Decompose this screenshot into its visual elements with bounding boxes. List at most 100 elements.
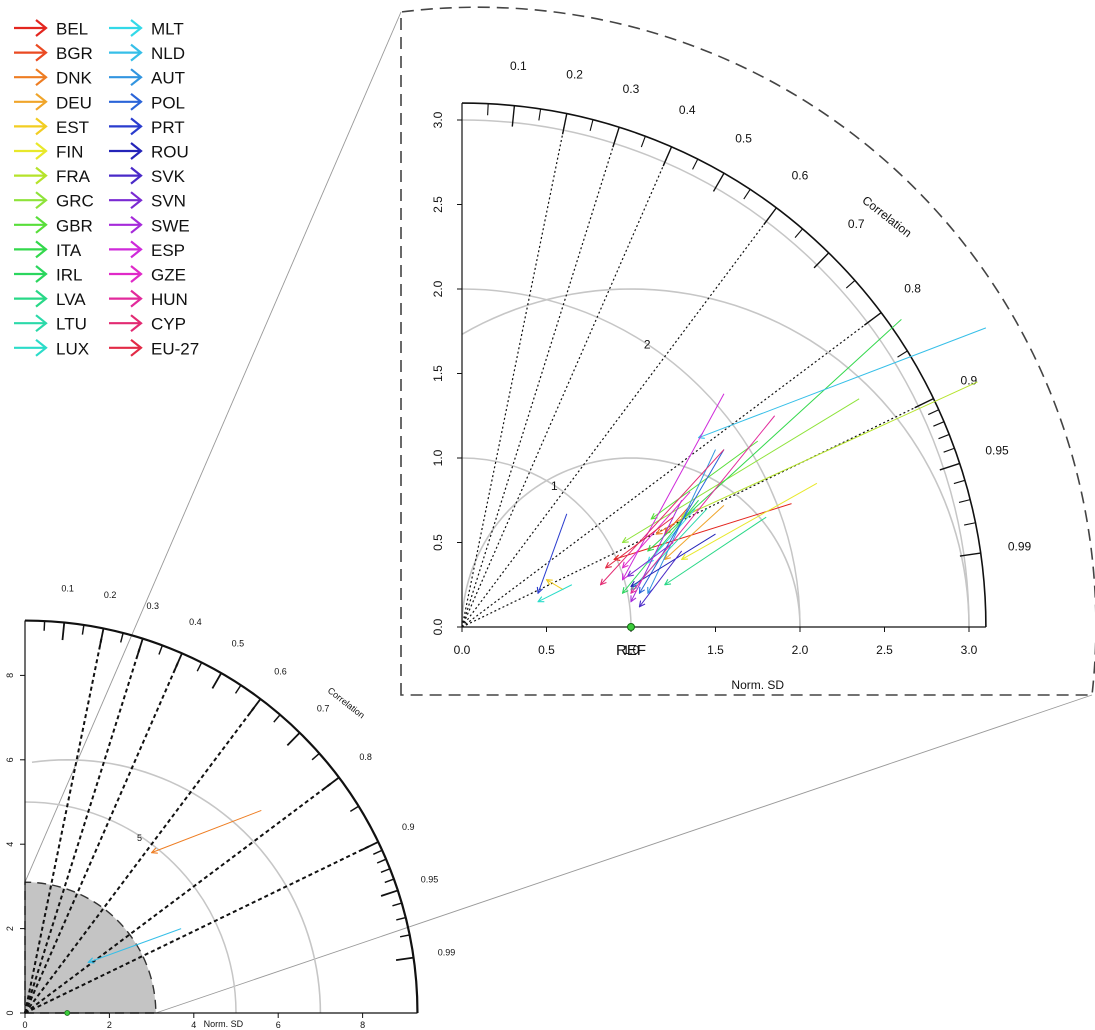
sd-arc [461,457,632,628]
corr-tick [914,398,934,409]
y-tick-label: 2.0 [431,280,445,297]
legend-label: SWE [151,216,190,235]
arrow-gbr [651,440,759,519]
corr-tick-label: 0.8 [359,752,372,762]
corr-minor-tick [692,158,699,170]
corr-minor-tick [376,858,387,864]
corr-tick-label: 0.3 [146,601,159,611]
corr-minor-tick [399,934,410,938]
sd-arc [24,801,237,1014]
legend-item: DNK [14,68,93,88]
rms-arc [461,288,970,628]
x-axis-title: Norm. SD [204,1019,244,1029]
corr-minor-tick [928,409,939,416]
legend-label: GRC [56,192,94,211]
corr-minor-tick [897,350,908,358]
correlation-line [461,137,617,628]
correlation-line [24,844,372,1014]
correlation-label: Correlation [326,685,367,720]
sd-arc [461,119,970,628]
zoom-connectors [24,6,1095,1014]
corr-minor-tick [938,433,950,440]
legend-label: GBR [56,216,93,235]
corr-tick [813,252,830,269]
legend-item: ESP [109,240,185,260]
legend-label: MLT [151,20,184,39]
x-tick-label: 0.0 [454,643,471,657]
arrow-pol [639,449,725,594]
legend-arrow-icon [14,43,48,62]
legend-label: ROU [151,143,189,162]
corr-tick [863,312,882,326]
corr-tick [174,652,183,670]
legend-label: CYP [151,315,186,334]
legend-label: NLD [151,44,185,63]
corr-minor-tick [589,119,594,132]
arrow-dnk [152,809,262,852]
legend-label: BEL [56,20,88,39]
legend-item: SVN [109,191,186,211]
corr-tick-label: 0.6 [792,169,809,183]
corr-minor-tick [964,522,976,526]
legend-label: LTU [56,315,87,334]
correlation-line [24,660,180,1014]
corr-tick [561,113,568,135]
sd-arc [461,288,801,628]
legend-arrow-icon [109,338,143,357]
correlation-line [461,402,925,628]
sd-arc-label: 5 [137,833,142,843]
y-tick-label: 1.0 [431,449,445,466]
legend-label: EST [56,118,89,137]
correlation-arc [461,102,987,628]
corr-minor-tick [538,108,542,121]
correlation-label: Correlation [859,193,914,240]
corr-minor-tick [196,662,203,672]
arrow-bel [614,503,792,560]
corr-tick [361,841,379,851]
x-tick-label: 1.5 [707,643,724,657]
legend-arrow-icon [109,92,143,111]
corr-tick-label: 0.95 [421,874,439,884]
y-tick-label: 0.0 [431,618,445,635]
legend-label: DNK [56,69,93,88]
correlation-line [461,156,668,628]
legend-arrow-icon [14,68,48,87]
corr-tick-label: 0.8 [904,281,921,295]
legend-label: POL [151,93,185,112]
correlation-line [24,635,103,1014]
corr-tick [511,105,516,127]
legend-arrow-icon [109,68,143,87]
y-tick-label: 2.5 [431,196,445,213]
y-tick-label: 3.0 [431,111,445,128]
legend-label: HUN [151,290,188,309]
corr-minor-tick [794,228,803,238]
x-tick-label: 3.0 [961,643,978,657]
corr-tick [286,732,301,746]
corr-tick [324,776,340,789]
legend-label: EU-27 [151,339,199,358]
legend-item: BGR [14,43,93,63]
legend-item: HUN [109,289,188,309]
legend-item: NLD [109,43,185,63]
corr-tick-label: 0.6 [274,667,287,677]
corr-minor-tick [487,103,489,116]
sd-arc-label: 2 [644,338,651,352]
y-tick-label: 0.5 [431,534,445,551]
legend-label: PRT [151,118,185,137]
legend-arrow-icon [14,166,48,185]
legend-arrow-icon [109,314,143,333]
legend-arrow-icon [109,215,143,234]
legend-arrow-icon [14,338,48,357]
corr-tick-label: 0.5 [735,131,752,145]
legend-label: ESP [151,241,185,260]
corr-minor-tick [158,645,164,655]
legend-arrow-icon [14,265,48,283]
legend-item: DEU [14,92,92,112]
arrow-prt [538,513,568,593]
corr-tick [61,622,66,641]
legend-item: EU-27 [109,338,199,358]
arrow-svn [628,542,674,577]
legend-label: DEU [56,93,92,112]
taylor-diagram-overview: 5 0.1 0.2 0.3 0.4 0.5 0.6 0.7 0.8 0.9 0.95 0.99 Corr… [5,584,455,1030]
